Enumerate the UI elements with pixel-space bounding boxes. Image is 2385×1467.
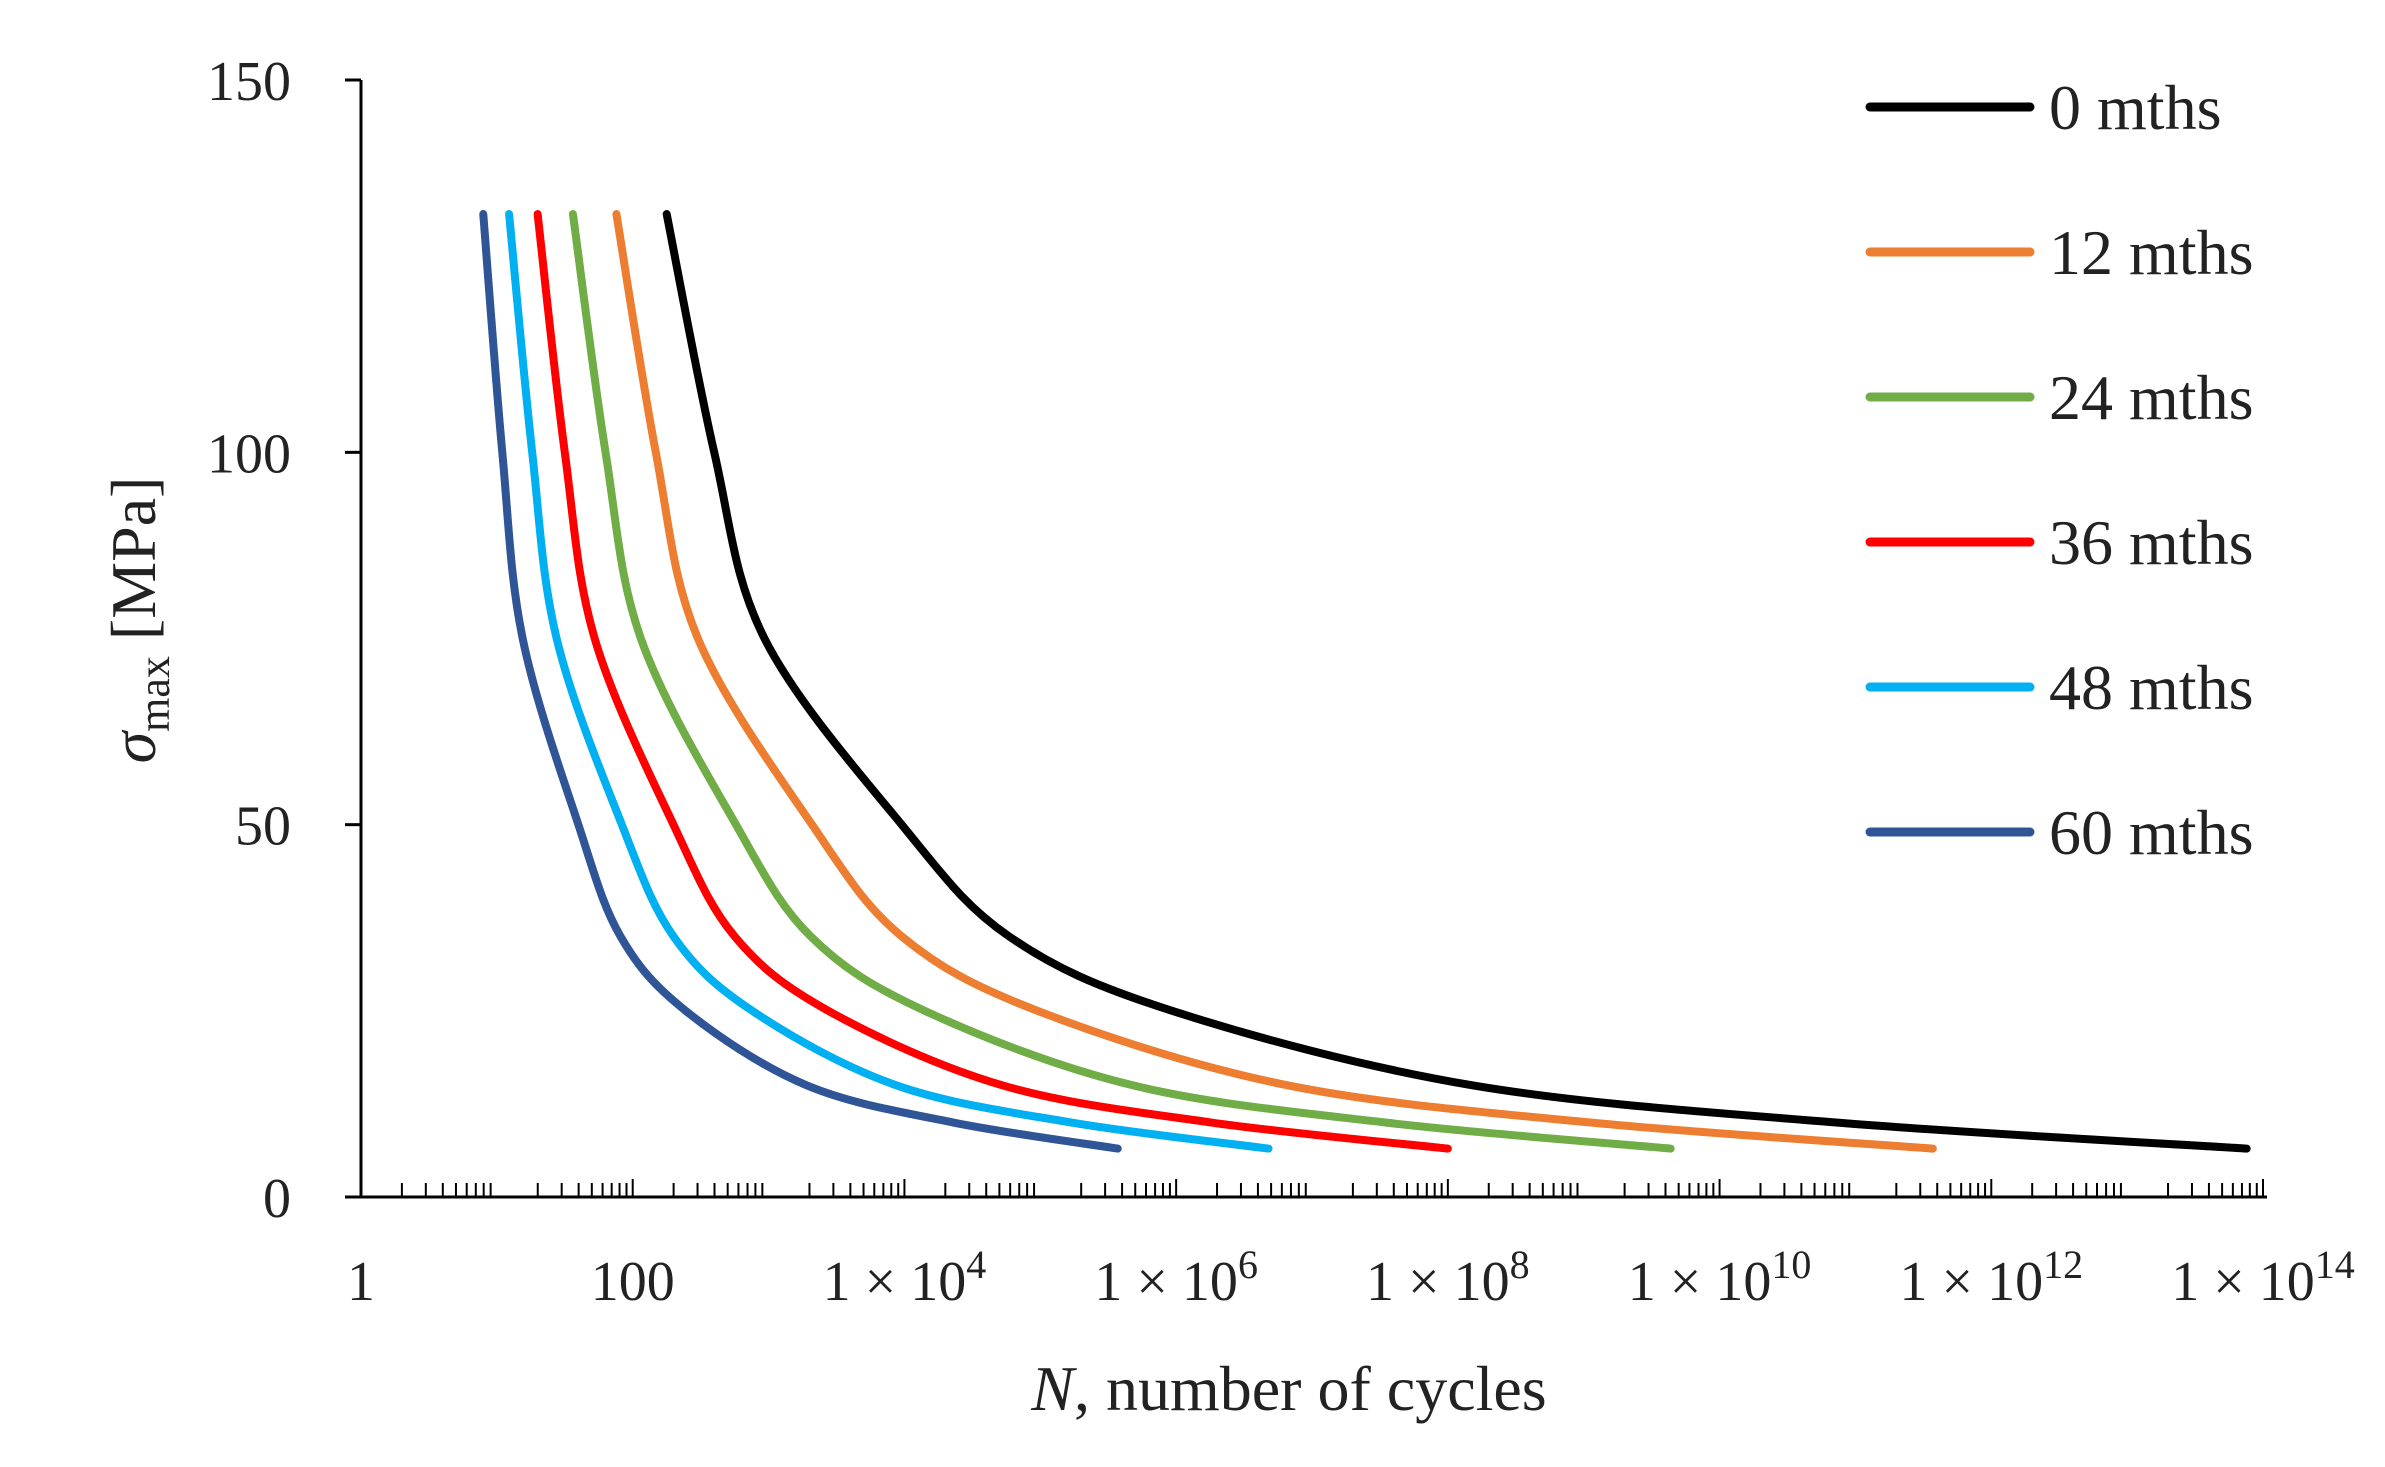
legend-label: 12 mths xyxy=(2049,217,2253,288)
x-tick-label: 1 × 1014 xyxy=(2171,1242,2355,1313)
x-tick-label-base: 1 × 10 xyxy=(1628,1251,1772,1313)
legend-label: 0 mths xyxy=(2049,72,2221,143)
x-tick-label-exponent: 14 xyxy=(2315,1242,2355,1287)
y-axis-title: σmax [MPa] xyxy=(98,477,179,764)
series-line-60-mths xyxy=(479,210,1122,1153)
x-tick-label-exponent: 6 xyxy=(1238,1242,1258,1287)
series-line-48-mths xyxy=(505,210,1273,1153)
legend-label: 24 mths xyxy=(2049,362,2253,433)
x-axis-title: N, number of cycles xyxy=(1030,1353,1546,1424)
axes: 1 100 1 × 104 1 × 106 1 × 108 1 × 1010 1 × 101… xyxy=(207,51,2355,1313)
y-tick-label: 0 xyxy=(263,1168,291,1230)
y-tick-label: 150 xyxy=(207,51,291,113)
x-tick-label-exponent: 8 xyxy=(1510,1242,1530,1287)
legend-label: 36 mths xyxy=(2049,507,2253,578)
x-tick-label-exponent: 12 xyxy=(2043,1242,2083,1287)
x-tick-label-base: 1 × 10 xyxy=(1094,1251,1238,1313)
x-tick-label: 1 × 1012 xyxy=(1899,1242,2083,1313)
x-tick-label-base: 1 xyxy=(347,1251,375,1313)
series-group xyxy=(479,210,2251,1153)
x-tick-label-base: 1 × 10 xyxy=(1899,1251,2043,1313)
legend: 0 mths 12 mths 24 mths 36 mths 48 mths 60 mth… xyxy=(1865,72,2253,868)
x-tick-label-base: 1 × 10 xyxy=(823,1251,967,1313)
x-tick-label-exponent: 4 xyxy=(966,1242,986,1287)
legend-item: 24 mths xyxy=(1865,362,2253,433)
x-tick-label-exponent: 10 xyxy=(1771,1242,1811,1287)
legend-item: 36 mths xyxy=(1865,507,2253,578)
x-tick-label-base: 100 xyxy=(591,1251,675,1313)
legend-label: 48 mths xyxy=(2049,652,2253,723)
series-line-12-mths xyxy=(612,210,1937,1153)
x-tick-label: 1 xyxy=(347,1251,375,1313)
series-line-0-mths xyxy=(662,210,2251,1153)
x-tick-label-base: 1 × 10 xyxy=(1366,1251,1510,1313)
legend-item: 12 mths xyxy=(1865,217,2253,288)
series-line-24-mths xyxy=(568,210,1675,1153)
legend-item: 48 mths xyxy=(1865,652,2253,723)
x-tick-label-base: 1 × 10 xyxy=(2171,1251,2315,1313)
x-tick-label: 1 × 1010 xyxy=(1628,1242,1812,1313)
x-tick-label: 100 xyxy=(591,1251,675,1313)
x-tick-label: 1 × 104 xyxy=(823,1242,987,1313)
x-tick-label: 1 × 106 xyxy=(1094,1242,1258,1313)
x-tick-label: 1 × 108 xyxy=(1366,1242,1530,1313)
legend-label: 60 mths xyxy=(2049,797,2253,868)
legend-item: 60 mths xyxy=(1865,797,2253,868)
series-line-36-mths xyxy=(533,210,1452,1153)
y-tick-label: 100 xyxy=(207,423,291,485)
legend-item: 0 mths xyxy=(1865,72,2221,143)
y-tick-label: 50 xyxy=(235,796,291,858)
